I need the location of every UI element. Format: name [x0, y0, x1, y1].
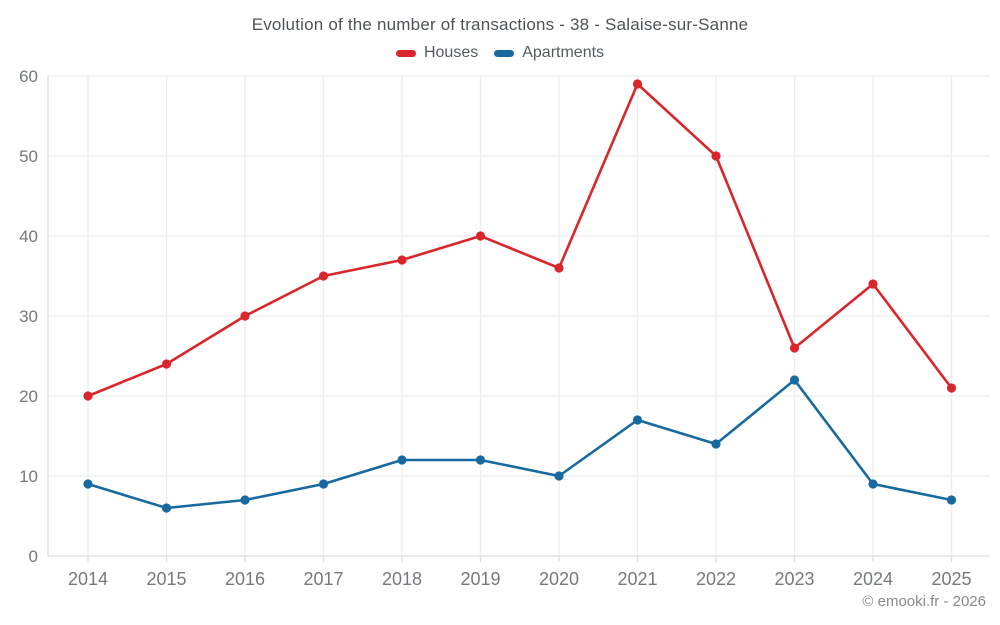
x-tick-label: 2017 — [303, 569, 343, 589]
x-tick-label: 2021 — [617, 569, 657, 589]
data-point-apartments-2025[interactable] — [946, 495, 957, 505]
data-point-apartments-2020[interactable] — [554, 471, 564, 481]
data-point-houses-2021[interactable] — [632, 79, 643, 89]
data-point-houses-2020[interactable] — [554, 263, 564, 273]
y-tick-label: 40 — [19, 227, 38, 246]
legend-item-apartments[interactable]: Apartments — [494, 44, 604, 62]
y-tick-label: 60 — [19, 67, 38, 86]
axes — [47, 76, 990, 557]
y-tick-label: 30 — [19, 307, 38, 326]
houses-swatch-icon — [395, 49, 416, 57]
y-tick-label: 20 — [19, 387, 38, 406]
x-tick-label: 2023 — [774, 569, 814, 589]
data-point-houses-2022[interactable] — [711, 151, 721, 161]
data-point-apartments-2023[interactable] — [789, 375, 800, 385]
x-tick-label: 2022 — [696, 569, 736, 589]
data-point-apartments-2024[interactable] — [868, 479, 878, 489]
data-point-apartments-2015[interactable] — [161, 503, 172, 513]
x-tick-label: 2020 — [539, 569, 579, 589]
gridlines — [48, 75, 990, 556]
legend: Houses Apartments — [0, 44, 1000, 62]
y-axis-labels: 0 10 20 30 40 50 60 — [19, 67, 38, 566]
data-point-apartments-2014[interactable] — [83, 479, 93, 489]
series-houses — [83, 79, 957, 401]
x-tick-label: 2025 — [931, 569, 971, 589]
legend-label-houses: Houses — [423, 44, 479, 61]
x-tick-label: 2015 — [146, 569, 186, 589]
chart-title: Evolution of the number of transactions … — [251, 15, 749, 34]
data-point-houses-2017[interactable] — [318, 271, 329, 281]
data-point-apartments-2022[interactable] — [711, 439, 721, 449]
data-point-houses-2025[interactable] — [946, 383, 957, 393]
x-tick-label: 2014 — [68, 569, 108, 589]
x-axis-labels: 2014 2015 2016 2017 2018 2019 2020 2021 2022 2023… — [68, 569, 972, 589]
legend-item-houses[interactable]: Houses — [395, 44, 479, 62]
data-point-houses-2024[interactable] — [868, 279, 878, 289]
apartments-swatch-icon — [494, 49, 515, 57]
data-point-apartments-2017[interactable] — [318, 479, 329, 489]
data-point-houses-2016[interactable] — [240, 311, 250, 321]
data-point-apartments-2021[interactable] — [632, 415, 643, 425]
legend-label-apartments: Apartments — [522, 44, 605, 61]
data-point-houses-2019[interactable] — [475, 231, 486, 241]
data-point-apartments-2016[interactable] — [240, 495, 250, 505]
x-tick-label: 2024 — [853, 569, 893, 589]
data-point-houses-2018[interactable] — [397, 255, 407, 265]
y-tick-label: 0 — [29, 547, 38, 566]
data-point-houses-2014[interactable] — [83, 391, 93, 401]
x-tick-label: 2019 — [460, 569, 500, 589]
y-tick-label: 50 — [19, 147, 38, 166]
x-tick-label: 2018 — [382, 569, 422, 589]
x-axis-ticks — [87, 556, 953, 562]
data-point-houses-2023[interactable] — [789, 343, 800, 353]
data-point-apartments-2018[interactable] — [397, 455, 407, 465]
data-point-apartments-2019[interactable] — [475, 455, 486, 465]
y-tick-label: 10 — [19, 467, 38, 486]
series-apartments — [83, 375, 957, 513]
copyright-note: © emooki.fr - 2026 — [862, 593, 986, 610]
x-tick-label: 2016 — [225, 569, 265, 589]
data-point-houses-2015[interactable] — [161, 359, 172, 369]
